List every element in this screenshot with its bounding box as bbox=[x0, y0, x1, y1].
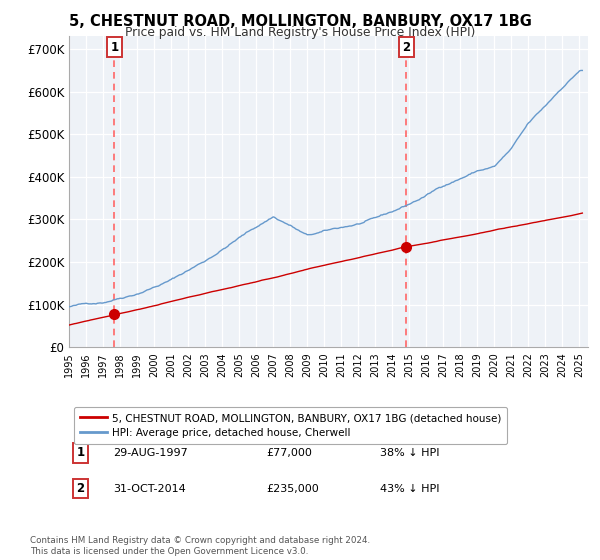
Text: 1: 1 bbox=[76, 446, 85, 459]
Text: 38% ↓ HPI: 38% ↓ HPI bbox=[380, 448, 440, 458]
Text: Price paid vs. HM Land Registry's House Price Index (HPI): Price paid vs. HM Land Registry's House … bbox=[125, 26, 475, 39]
Text: 2: 2 bbox=[403, 41, 410, 54]
Text: £235,000: £235,000 bbox=[266, 484, 319, 493]
Text: 5, CHESTNUT ROAD, MOLLINGTON, BANBURY, OX17 1BG: 5, CHESTNUT ROAD, MOLLINGTON, BANBURY, O… bbox=[68, 14, 532, 29]
Text: Contains HM Land Registry data © Crown copyright and database right 2024.
This d: Contains HM Land Registry data © Crown c… bbox=[30, 536, 370, 556]
Text: 1: 1 bbox=[110, 41, 118, 54]
Text: 31-OCT-2014: 31-OCT-2014 bbox=[113, 484, 186, 493]
Text: 43% ↓ HPI: 43% ↓ HPI bbox=[380, 484, 440, 493]
Text: £77,000: £77,000 bbox=[266, 448, 312, 458]
Text: 2: 2 bbox=[76, 482, 85, 495]
Legend: 5, CHESTNUT ROAD, MOLLINGTON, BANBURY, OX17 1BG (detached house), HPI: Average p: 5, CHESTNUT ROAD, MOLLINGTON, BANBURY, O… bbox=[74, 407, 508, 444]
Text: 29-AUG-1997: 29-AUG-1997 bbox=[113, 448, 188, 458]
